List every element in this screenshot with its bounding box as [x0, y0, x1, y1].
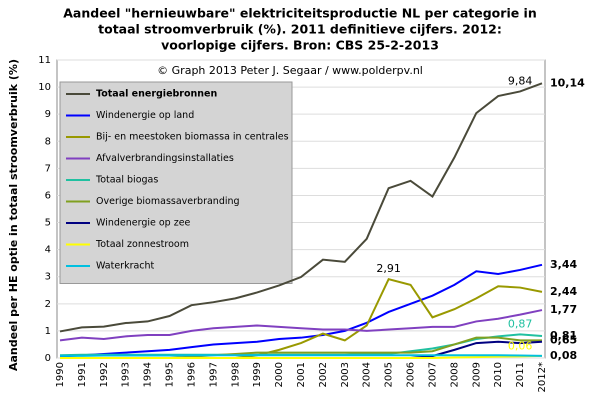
chart-title: totaal stroomverbruik (%). 2011 definiti…: [98, 22, 502, 37]
legend-label: Afvalverbrandingsinstallaties: [96, 153, 234, 164]
legend-label: Waterkracht: [96, 261, 155, 272]
data-label: 2,44: [550, 285, 577, 298]
x-tick-label: 1994: [143, 362, 154, 387]
x-tick-label: 2010: [493, 362, 504, 387]
y-tick-label: 2: [45, 299, 51, 310]
legend-label: Totaal energiebronnen: [96, 89, 217, 100]
x-tick-label: 1999: [252, 362, 263, 387]
legend-label: Overige biomassaverbranding: [96, 196, 240, 207]
x-tick-label: 1991: [77, 362, 88, 387]
y-tick-label: 3: [45, 272, 51, 283]
legend-box: [59, 81, 293, 284]
data-label: 0,65: [550, 333, 577, 346]
legend-label: Totaal zonnestroom: [95, 239, 189, 250]
legend-label: Windenergie op land: [96, 110, 194, 121]
x-tick-label: 2002: [318, 362, 329, 387]
x-tick-label: 1990: [55, 362, 66, 387]
x-tick-label: 1996: [186, 362, 197, 387]
data-label: 3,44: [550, 258, 577, 271]
legend-label: Bij- en meestoken biomassa in centrales: [96, 132, 289, 143]
series-line: [60, 354, 543, 359]
legend-label: Totaal biogas: [95, 175, 158, 186]
series-line: [59, 82, 543, 333]
legend-label: Windenergie op zee: [96, 218, 191, 229]
data-label: 0,87: [508, 317, 533, 330]
y-tick-label: 6: [45, 190, 51, 201]
y-tick-label: 7: [45, 163, 51, 174]
y-tick-label: 9: [45, 109, 51, 120]
data-label: 1,77: [550, 303, 577, 316]
chart-title: Aandeel "hernieuwbare" elektriciteitspro…: [63, 6, 537, 21]
x-tick-label: 1998: [230, 362, 241, 387]
y-tick-label: 8: [45, 136, 51, 147]
data-label: 10,14: [550, 76, 585, 89]
x-tick-label: 2004: [362, 362, 373, 387]
y-axis-label: Aandeel per HE optie in totaal stroomver…: [7, 59, 20, 371]
x-tick-label: 2007: [427, 362, 438, 387]
x-tick-label: 1995: [165, 362, 176, 387]
y-tick-label: 4: [45, 245, 51, 256]
x-tick-label: 1992: [99, 362, 110, 387]
y-tick-label: 10: [38, 82, 51, 93]
x-tick-label: 2005: [384, 362, 395, 387]
x-tick-label: 2008: [449, 362, 460, 387]
x-tick-label: 2001: [296, 362, 307, 387]
x-tick-label: 2006: [406, 362, 417, 387]
x-tick-label: 2012*: [537, 362, 548, 392]
y-tick-label: 11: [38, 55, 51, 66]
x-tick-label: 2003: [340, 362, 351, 387]
data-label: 0,81: [550, 329, 577, 342]
data-label: 0,06: [508, 339, 533, 352]
series-line: [59, 263, 543, 358]
x-tick-label: 2000: [274, 362, 285, 387]
x-tick-label: 1997: [208, 362, 219, 387]
x-tick-label: 2009: [471, 362, 482, 387]
x-tick-label: 1993: [121, 362, 132, 387]
subtitle: © Graph 2013 Peter J. Segaar / www.polde…: [157, 64, 423, 77]
data-label: 9,84: [508, 74, 533, 87]
data-label: 0,08: [550, 349, 577, 362]
y-tick-label: 5: [45, 218, 51, 229]
y-tick-label: 1: [45, 326, 51, 337]
chart-title: voorlopige cijfers. Bron: CBS 25-2-2013: [161, 38, 439, 53]
y-tick-label: 0: [45, 353, 51, 364]
series-line: [59, 309, 543, 342]
x-tick-label: 2011: [515, 362, 526, 387]
data-label: 2,91: [376, 262, 401, 275]
series-line: [60, 354, 543, 357]
